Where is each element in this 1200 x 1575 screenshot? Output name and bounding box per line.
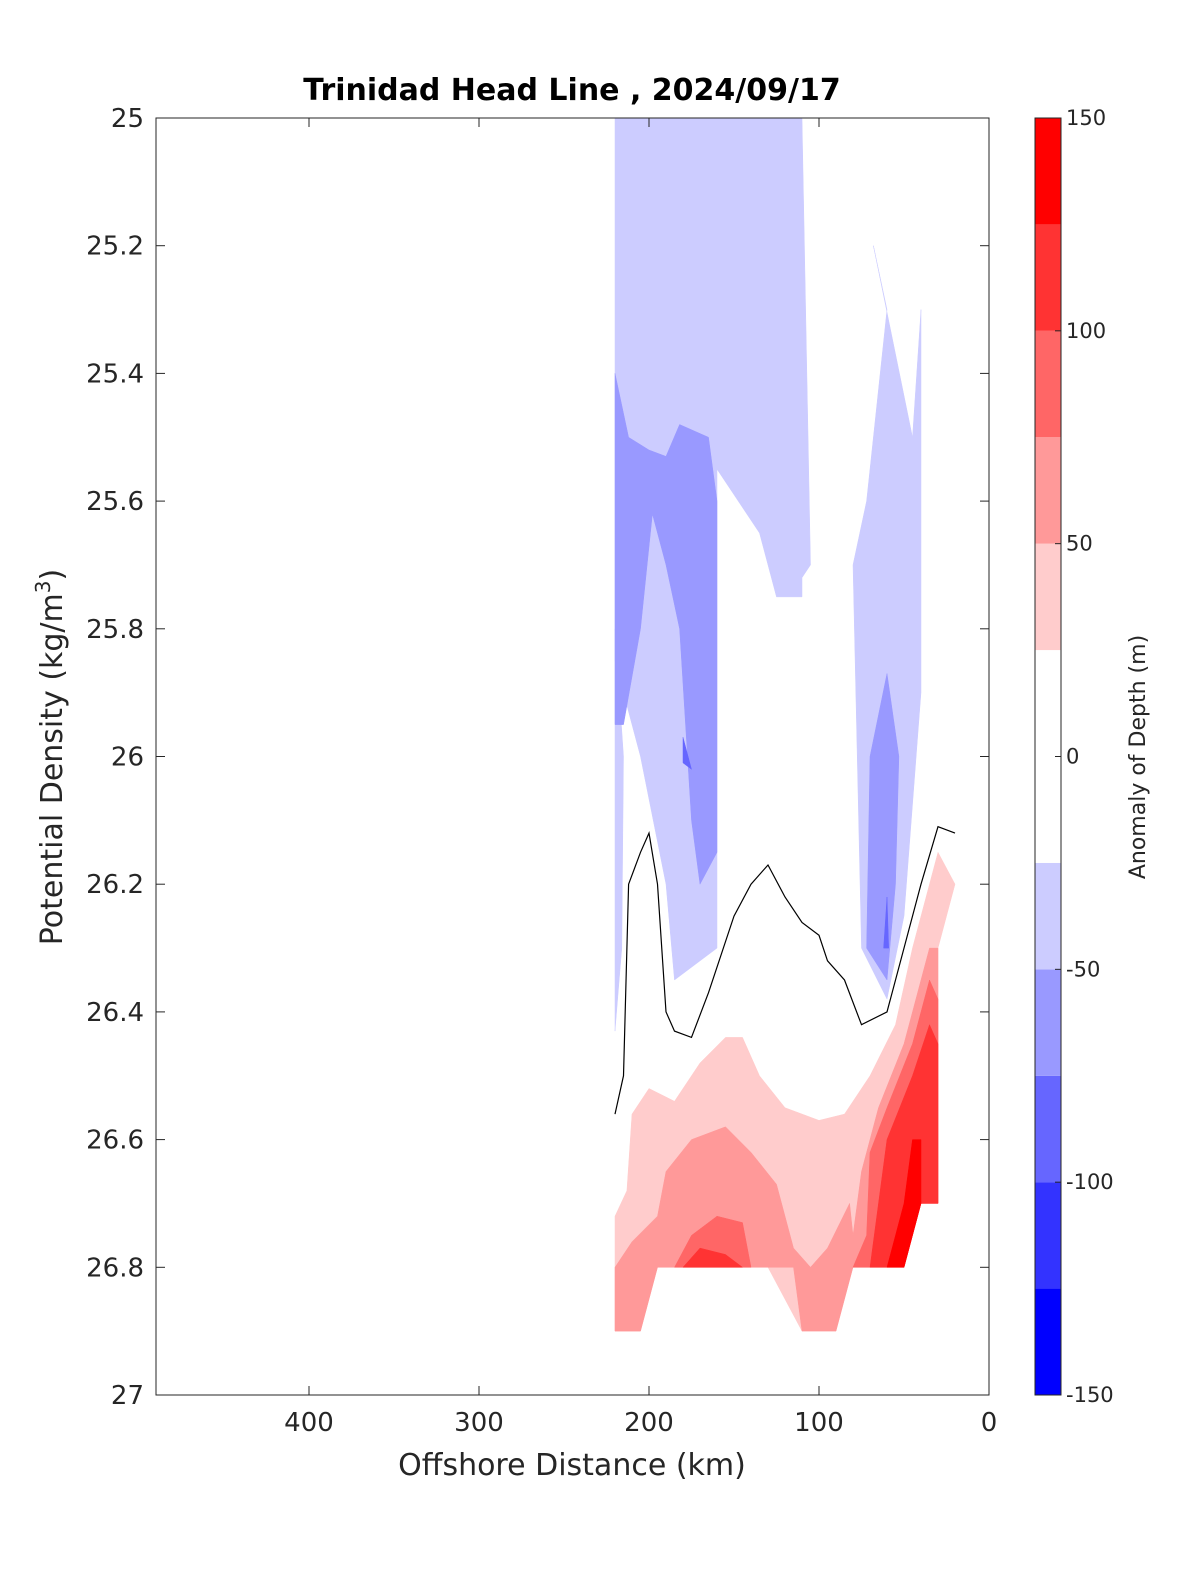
zero-contour-layer bbox=[614, 825, 956, 1115]
colorbar-segment-0 bbox=[1035, 1288, 1061, 1395]
y-axis-label: Potential Density (kg/m3) bbox=[31, 569, 70, 945]
x-tick-label: 400 bbox=[284, 1408, 334, 1438]
y-tick-label: 26.4 bbox=[86, 998, 144, 1028]
contour-region-3 bbox=[614, 373, 718, 886]
contour-region-5 bbox=[682, 737, 692, 770]
x-axis: 400 300 200 100 0 bbox=[284, 118, 997, 1438]
y-axis-label-main: Potential Density (kg/m bbox=[35, 593, 70, 945]
x-tick-label: 200 bbox=[624, 1408, 674, 1438]
colorbar-segment-4 bbox=[1035, 862, 1061, 970]
colorbar-tick-label: -50 bbox=[1066, 957, 1100, 981]
y-tick-label: 25.8 bbox=[86, 615, 144, 645]
plot-area bbox=[156, 117, 989, 1395]
colorbar-segment-2 bbox=[1035, 1075, 1061, 1183]
y-tick-label: 25.4 bbox=[86, 359, 144, 389]
colorbar-segment-3 bbox=[1035, 969, 1061, 1076]
y-tick-label: 26.6 bbox=[86, 1126, 144, 1156]
y-tick-label: 25.6 bbox=[86, 487, 144, 517]
colorbar-tick-label: 150 bbox=[1066, 106, 1106, 130]
y-axis: 25 25.2 25.4 25.6 25.8 26 26.2 26.4 26.6 26.8 27 bbox=[86, 104, 989, 1411]
y-tick-label: 26.2 bbox=[86, 870, 144, 900]
colorbar-segment-9 bbox=[1035, 224, 1061, 331]
y-tick-label: 25.2 bbox=[86, 232, 144, 262]
contour-region-11 bbox=[682, 1247, 744, 1268]
x-axis-label: Offshore Distance (km) bbox=[398, 1448, 746, 1483]
y-tick-label: 26.8 bbox=[86, 1253, 144, 1283]
contour-region-6 bbox=[883, 896, 889, 949]
x-tick-label: 100 bbox=[794, 1408, 844, 1438]
colorbar-segment-7 bbox=[1035, 437, 1061, 544]
colorbar-segment-6 bbox=[1035, 543, 1061, 651]
zero-contour-line bbox=[614, 825, 956, 1115]
y-tick-label: 25 bbox=[111, 104, 144, 134]
colorbar-segment-10 bbox=[1035, 118, 1061, 225]
chart-title: Trinidad Head Line , 2024/09/17 bbox=[303, 73, 840, 108]
x-tick-label: 0 bbox=[981, 1408, 998, 1438]
y-tick-label: 27 bbox=[111, 1381, 144, 1411]
contour-region-13 bbox=[886, 1139, 922, 1268]
colorbar-tick-label: -150 bbox=[1066, 1383, 1114, 1407]
y-tick-label: 26 bbox=[111, 743, 144, 773]
colorbar-segment-1 bbox=[1035, 1182, 1061, 1289]
contour-region-4 bbox=[866, 673, 900, 981]
colorbar-tick-label: 100 bbox=[1066, 319, 1106, 343]
y-axis-label-close: ) bbox=[35, 569, 70, 581]
colorbar-tick-label: 0 bbox=[1066, 745, 1079, 769]
y-axis-label-superscript: 3 bbox=[31, 580, 55, 593]
colorbar-tick-label: -100 bbox=[1066, 1170, 1114, 1194]
colorbar-segment-8 bbox=[1035, 330, 1061, 438]
x-tick-label: 300 bbox=[454, 1408, 504, 1438]
colorbar-tick-label: 50 bbox=[1066, 532, 1093, 556]
colorbar: 150 100 50 0 -50 -100 -150 bbox=[1034, 106, 1114, 1407]
colorbar-label: Anomaly of Depth (m) bbox=[1126, 635, 1151, 879]
